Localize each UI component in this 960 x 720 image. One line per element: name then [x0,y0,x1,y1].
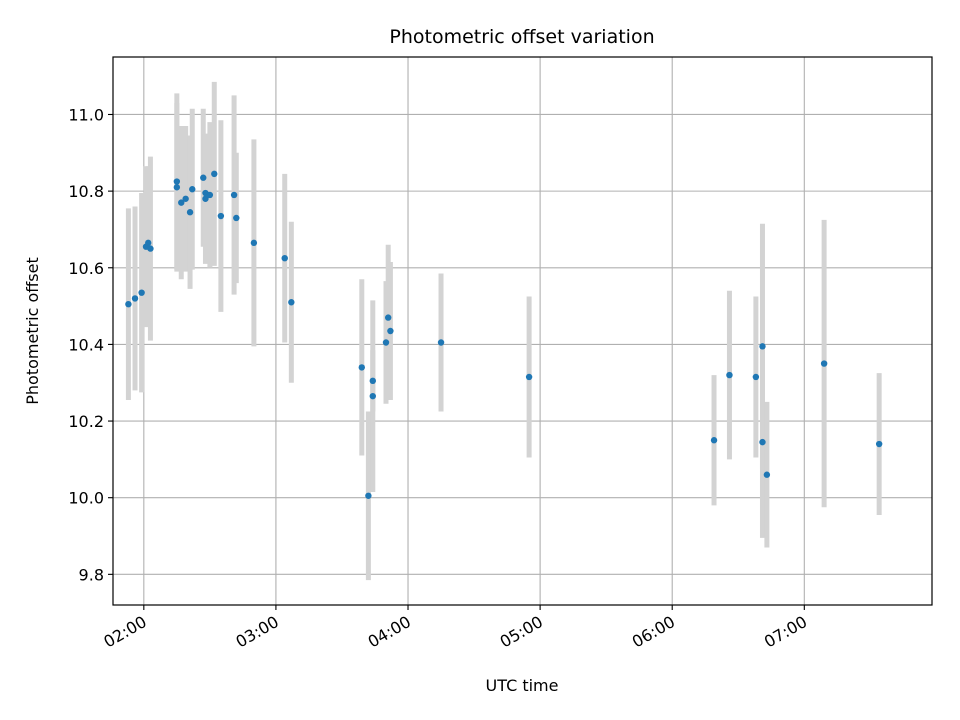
data-point [288,299,295,306]
data-point [759,343,766,350]
grid-layer [113,57,932,605]
data-point [763,471,771,478]
y-tick-label: 10.4 [68,335,104,354]
data-point [281,254,288,262]
data-point [752,373,760,381]
data-point [250,239,258,247]
data-point [145,239,152,247]
data-point [820,360,828,367]
data-point [189,186,196,193]
point-layer [125,170,883,499]
data-point [173,178,181,185]
data-point [182,195,189,202]
data-point [710,437,718,444]
data-point [173,184,181,191]
data-point [202,195,209,202]
y-tick-label: 10.8 [68,182,104,201]
data-point [726,371,733,379]
plot-frame [112,56,933,606]
y-tick-label: 10.2 [68,412,104,431]
data-point [233,214,240,222]
data-point [369,392,376,400]
data-point [759,438,766,446]
data-point [525,373,533,381]
data-point [147,245,154,252]
y-tick-label: 10.6 [68,259,104,278]
data-point [365,492,372,499]
x-axis-title: UTC time [486,676,559,695]
y-axis-title: Photometric offset [23,257,42,405]
data-point [217,212,225,220]
y-tick-label: 11.0 [68,105,104,124]
data-point [186,209,194,216]
data-point [437,339,445,346]
data-point [200,174,207,181]
chart-title: Photometric offset variation [389,26,654,48]
data-point [125,300,132,308]
data-point [358,364,365,371]
y-tick-label: 9.8 [79,565,104,584]
data-point [206,191,214,199]
data-point [138,289,145,296]
y-tick-label: 10.0 [68,489,104,508]
data-point [131,295,139,302]
data-point [385,314,392,321]
data-point [387,327,394,335]
data-point [230,191,238,199]
data-point [211,170,218,178]
data-point [382,339,390,346]
data-point [178,199,185,206]
data-point [369,377,376,385]
data-point [875,440,883,448]
